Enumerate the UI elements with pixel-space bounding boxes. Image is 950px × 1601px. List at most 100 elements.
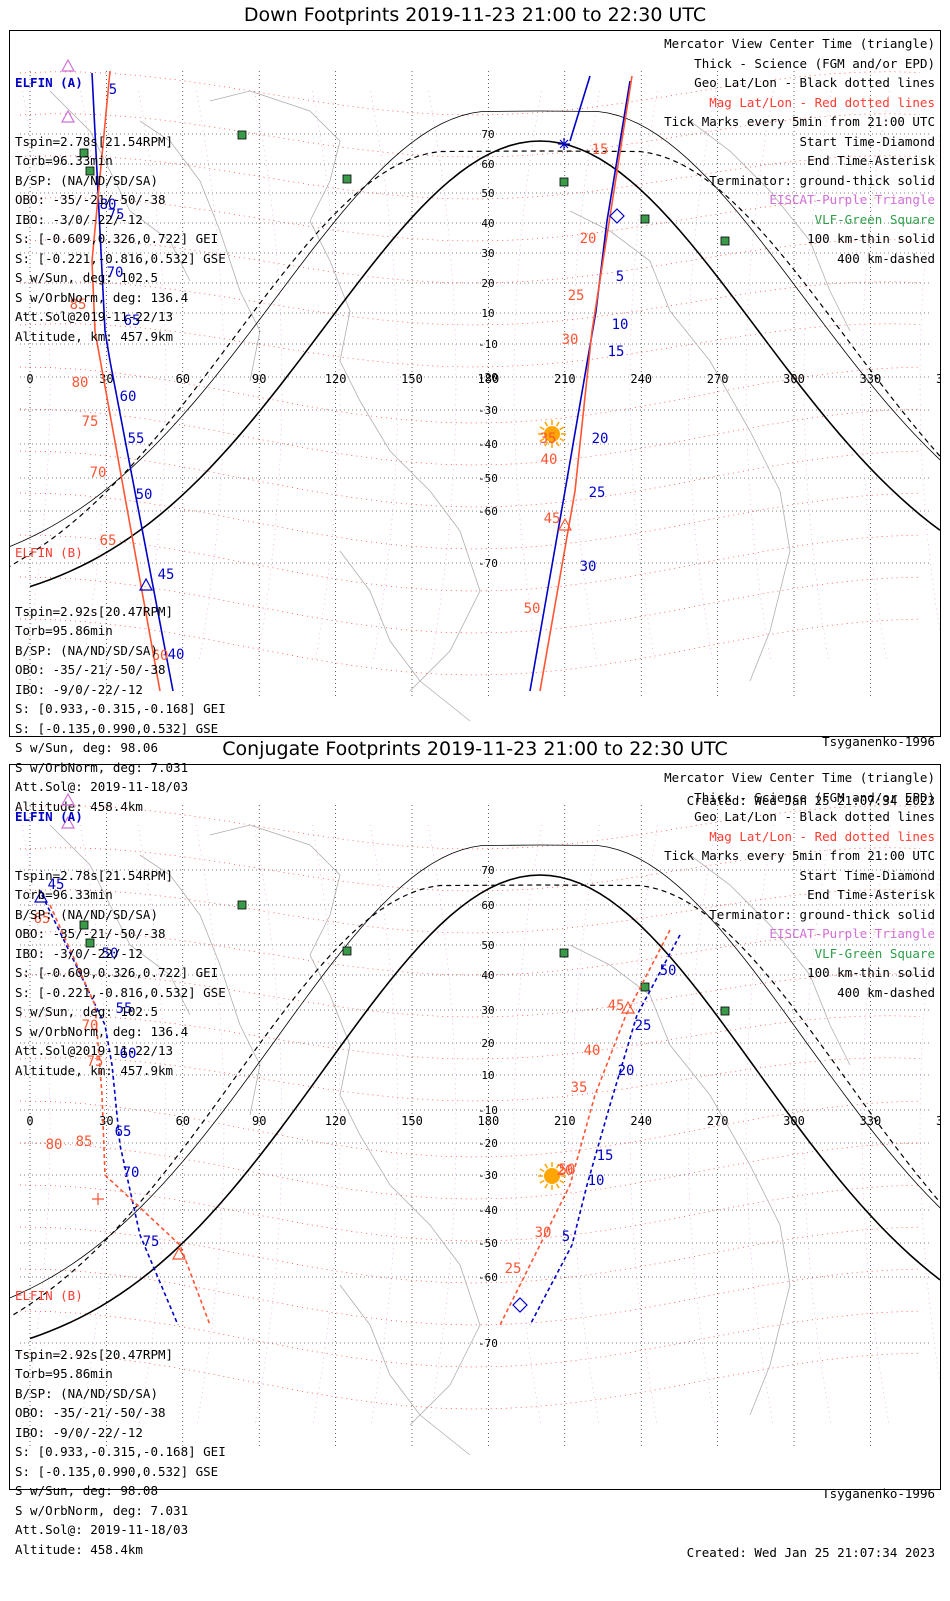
elfin-a-tick-label: 45 [158, 567, 175, 583]
elfin-b-tick-label: 35 [540, 431, 557, 447]
elfin-b-tick-label: 30 [535, 1225, 552, 1241]
latitude-label: 70 [481, 864, 494, 877]
info-line: S: [-0.609,0.326,0.722] GEI [15, 965, 219, 980]
end-asterisk [558, 138, 570, 150]
eiscat-triangle [60, 58, 76, 72]
map-legend: Mercator View Center Time (triangle) Thic… [664, 34, 935, 268]
elfin-b-track [539, 75, 633, 692]
elfin-a-tick-label: 45 [48, 877, 65, 893]
latitude-label: 50 [481, 939, 494, 952]
longitude-label: 90 [252, 1114, 266, 1128]
coastline [209, 824, 481, 1426]
mag-parallel [19, 71, 921, 116]
info-line: Altitude, km: 457.9km [15, 1062, 174, 1078]
legend-item: EISCAT-Purple Triangle [769, 192, 935, 207]
latitude-label: -30 [478, 404, 498, 417]
longitude-label: 210 [554, 372, 576, 386]
legend-item: Thick - Science (FGM and/or EPD) [694, 55, 935, 71]
mag-parallel [19, 1015, 921, 1060]
info-line: B/SP: (NA/ND/SD/SA) [15, 906, 158, 922]
coastlines [49, 90, 851, 722]
longitude-label: 210 [554, 1114, 576, 1128]
sun-ray [539, 1179, 545, 1184]
info-line: Tspin=2.92s[20.47RPM] [15, 603, 174, 619]
longitude-label: 300 [783, 372, 805, 386]
sun-ray [555, 421, 560, 427]
vlf-station-square [79, 920, 89, 930]
elfin-a-tick-label: 50 [660, 963, 677, 979]
elfin-a-track [529, 80, 631, 692]
longitude-label: 120 [325, 1114, 347, 1128]
elfin-a-tick-label: 20 [618, 1063, 635, 1079]
latitude-label: 70 [481, 128, 494, 141]
info-line: Torb=96.33min [15, 153, 113, 168]
elfin-b-tick-label: 50 [559, 1162, 576, 1178]
center-time-triangle [138, 577, 154, 591]
latitude-label: -30 [478, 1169, 498, 1182]
info-line: Att.Sol@2019-11-22/13 [15, 309, 174, 324]
mag-parallel [19, 973, 921, 1018]
latitude-label: 10 [481, 307, 494, 320]
info-line: IBO: -9/0/-22/-12 [15, 681, 143, 697]
elfin-a-tick-label: 60 [120, 389, 137, 405]
field-model: Tsyganenko-1996 [822, 1486, 935, 1501]
latitude-label: 30 [481, 1004, 494, 1017]
sun-ray [539, 1168, 545, 1173]
model-info: Tsyganenko-1996 Created: Wed Jan 25 21:0… [687, 1445, 935, 1601]
longitude-label: 90 [252, 372, 266, 386]
latitude-label: -70 [478, 1337, 498, 1350]
latitude-label: 60 [481, 899, 494, 912]
info-line: IBO: -3/0/-22/-12 [15, 945, 143, 961]
elfin-a-tick-label: 80 [100, 197, 117, 213]
longitude-label: 120 [325, 372, 347, 386]
mag-parallel [19, 197, 921, 242]
vlf-station-square [559, 177, 569, 187]
sun-ray [559, 426, 565, 431]
latitude-label: -10 [478, 338, 498, 351]
elfin-b-tick-label: 40 [584, 1043, 601, 1059]
longitude-label: 360 [936, 372, 940, 386]
coastlines [49, 824, 851, 1456]
vlf-station-square [85, 166, 95, 176]
latitude-label: -40 [478, 1204, 498, 1217]
sun-ray [555, 1183, 560, 1189]
info-line: Tspin=2.78s[21.54RPM] [15, 133, 174, 149]
elfin-b-tick-label: 50 [524, 601, 541, 617]
longitude-label: 0 [26, 1114, 33, 1128]
vlf-station-square [79, 148, 89, 158]
latitude-label: -20 [478, 371, 498, 384]
legend-item: Mag Lat/Lon - Red dotted lines [709, 828, 935, 844]
info-line: Att.Sol@: 2019-11-18/03 [15, 779, 189, 794]
coastline [209, 90, 481, 692]
legend-item: 100 km-thin solid [807, 965, 935, 980]
legend-item: Start Time-Diamond [799, 867, 935, 883]
longitude-label: 150 [401, 372, 423, 386]
info-line: S: [-0.221,-0.816,0.532] GSE [15, 984, 226, 1000]
eiscat-triangle [60, 815, 76, 829]
vlf-station-square [342, 174, 352, 184]
mag-parallel [19, 1100, 921, 1158]
info-line: B/SP: (NA/ND/SD/SA) [15, 172, 158, 188]
elfin-a-tick-label: 50 [136, 487, 153, 503]
elfin-b-tick-label: 65 [34, 911, 51, 927]
latitude-label: -60 [478, 1271, 498, 1284]
field-model: Tsyganenko-1996 [822, 734, 935, 749]
mag-parallel [19, 1268, 921, 1326]
elfin-b-info: ELFIN (B) Tspin=2.92s[20.47RPM] Torb=95.8… [15, 1247, 226, 1598]
info-line: Altitude: 458.4km [15, 1541, 143, 1557]
elfin-a-tick-label: 5 [109, 82, 117, 98]
legend-item: Terminator: ground-thick solid [709, 906, 935, 922]
mag-parallel [19, 366, 921, 424]
coastline [569, 210, 791, 682]
info-line: IBO: -9/0/-22/-12 [15, 1424, 143, 1440]
elfin-b-info: ELFIN (B) Tspin=2.92s[20.47RPM] Torb=95.8… [15, 504, 226, 855]
elfin-a-tick-label: 70 [107, 265, 124, 281]
info-line: S w/Sun, deg: 98.08 [15, 1483, 158, 1498]
eiscat-triangle [60, 109, 76, 123]
center-time-triangle [171, 1246, 187, 1260]
elfin-b-tick-label: 25 [505, 1261, 522, 1277]
info-line: Torb=95.86min [15, 623, 113, 638]
longitude-label: 180 [478, 1114, 500, 1128]
mag-parallel [19, 113, 921, 158]
center-time-triangle [620, 1000, 636, 1014]
